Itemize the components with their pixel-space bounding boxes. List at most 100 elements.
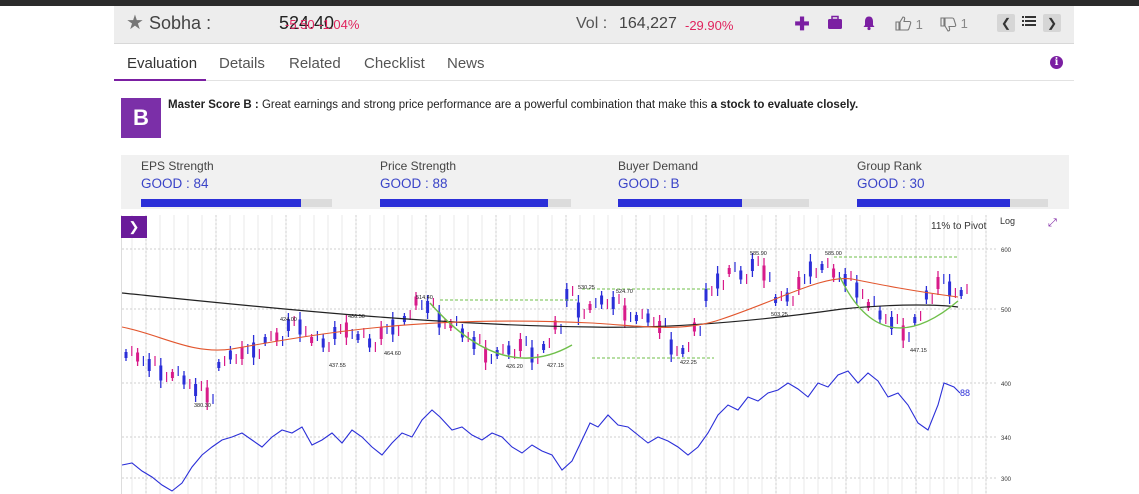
volume-value: 164,227 (619, 15, 677, 32)
briefcase-icon[interactable] (826, 15, 844, 33)
candle-body (205, 387, 209, 403)
price-annotation: 437.55 (329, 363, 346, 369)
price-annotation: 585.90 (750, 251, 767, 257)
master-score-title: Master Score B : (168, 99, 259, 111)
metric-value: GOOD : 88 (380, 176, 448, 191)
candle-body (391, 319, 395, 335)
thumbs-down-icon[interactable]: 1 (940, 16, 968, 32)
candle-body (808, 261, 812, 277)
list-icon[interactable] (1020, 14, 1038, 32)
moving-average-50 (121, 278, 959, 351)
top-bar (0, 0, 1139, 6)
candle-body (634, 315, 638, 321)
candle-body (739, 270, 743, 280)
candle-body (240, 347, 244, 359)
candle-body (890, 317, 894, 329)
metric-value: GOOD : B (618, 176, 680, 191)
candle-body (356, 334, 360, 340)
volume-change: -29.90% (685, 18, 734, 33)
candle-body (252, 342, 256, 358)
price-annotation: 380.30 (194, 403, 211, 409)
tab-details[interactable]: Details (219, 55, 265, 72)
candle-body (426, 301, 430, 313)
candle-body (182, 375, 186, 385)
metrics-panel: EPS Strength GOOD : 84 Price Strength GO… (121, 155, 1069, 209)
candle-body (170, 372, 174, 378)
candle-body (785, 292, 789, 302)
price-annotation: 424.00 (280, 317, 297, 323)
bell-icon[interactable] (860, 15, 878, 33)
chevron-right-icon[interactable]: ❯ (1043, 14, 1061, 32)
price-chart-svg: 600 500 400 340 300 88 380.30 424.00 437.55 464.6… (121, 215, 1012, 494)
chevron-right-icon[interactable]: ❯ (121, 216, 147, 238)
candle-body (136, 352, 140, 362)
candle-body (855, 282, 859, 298)
expand-icon[interactable]: ⤢ (1048, 217, 1057, 229)
metric-value: GOOD : 30 (857, 176, 925, 191)
tab-bar: Evaluation Details Related Checklist New… (114, 45, 1074, 81)
candle-body (646, 313, 650, 323)
price-annotation: 447.15 (910, 348, 927, 354)
tab-checklist[interactable]: Checklist (364, 55, 425, 72)
active-tab-indicator (114, 79, 206, 81)
price-annotation: 422.25 (680, 360, 697, 366)
price-annotation: 530.25 (578, 285, 595, 291)
y-tick-label: 600 (1001, 248, 1012, 254)
log-scale-label[interactable]: Log (1000, 216, 1016, 226)
candle-body (588, 304, 592, 310)
metric-bar-fill (141, 199, 302, 207)
candle-body (878, 310, 882, 320)
price-annotation: 585.00 (825, 251, 842, 257)
tab-related[interactable]: Related (289, 55, 341, 72)
thumbs-up-icon[interactable]: 1 (895, 16, 923, 32)
candle-body (159, 365, 163, 381)
candle-body (936, 277, 940, 289)
volume-label: Vol : (576, 15, 608, 32)
candle-body (820, 264, 824, 270)
metric-value: GOOD : 84 (141, 176, 209, 191)
candle-body (924, 290, 928, 300)
candle-body (298, 319, 302, 335)
candle-body (669, 339, 673, 355)
ticker-name: Sobha : (149, 13, 212, 33)
tab-evaluation[interactable]: Evaluation (127, 55, 198, 72)
master-score-badge: B (121, 98, 161, 138)
candle-body (681, 348, 685, 354)
cup-base (429, 302, 573, 359)
metric-bar (380, 199, 571, 207)
candle-body (530, 347, 534, 363)
candle-body (948, 281, 952, 297)
moving-average-200 (121, 292, 959, 328)
chevron-left-icon[interactable]: ❮ (997, 14, 1015, 32)
candle-body (472, 337, 476, 349)
candle-body (321, 338, 325, 348)
stock-price: 524.40 (279, 13, 335, 33)
candle-body (623, 305, 627, 321)
candle-body (437, 312, 441, 328)
metric-bar-fill (618, 199, 743, 207)
candle-body (727, 268, 731, 274)
candle-body (959, 290, 963, 296)
candle-body (774, 297, 778, 303)
relative-strength-line (121, 370, 961, 492)
candle-body (716, 273, 720, 289)
candle-body (147, 359, 151, 371)
plus-icon[interactable]: ✚ (794, 14, 810, 34)
metric-label: Buyer Demand (618, 159, 699, 173)
candle-body (124, 352, 128, 358)
price-chart[interactable]: 600 500 400 340 300 88 380.30 424.00 437.55 464.6… (121, 215, 1069, 494)
candle-body (600, 295, 604, 305)
price-annotation: 514.40 (416, 295, 433, 301)
star-icon[interactable]: ★ (126, 12, 144, 34)
metric-label: Price Strength (380, 159, 457, 173)
candle-body (286, 319, 290, 331)
y-tick-label: 400 (1001, 382, 1012, 388)
tab-news[interactable]: News (447, 55, 485, 72)
candle-body (344, 322, 348, 338)
candle-body (692, 322, 696, 332)
candle-body (797, 277, 801, 289)
master-score-description: Great earnings and strong price performa… (258, 99, 711, 111)
info-icon[interactable]: i (1050, 56, 1063, 69)
candle-body (507, 345, 511, 355)
y-tick-label: 300 (1001, 477, 1012, 483)
